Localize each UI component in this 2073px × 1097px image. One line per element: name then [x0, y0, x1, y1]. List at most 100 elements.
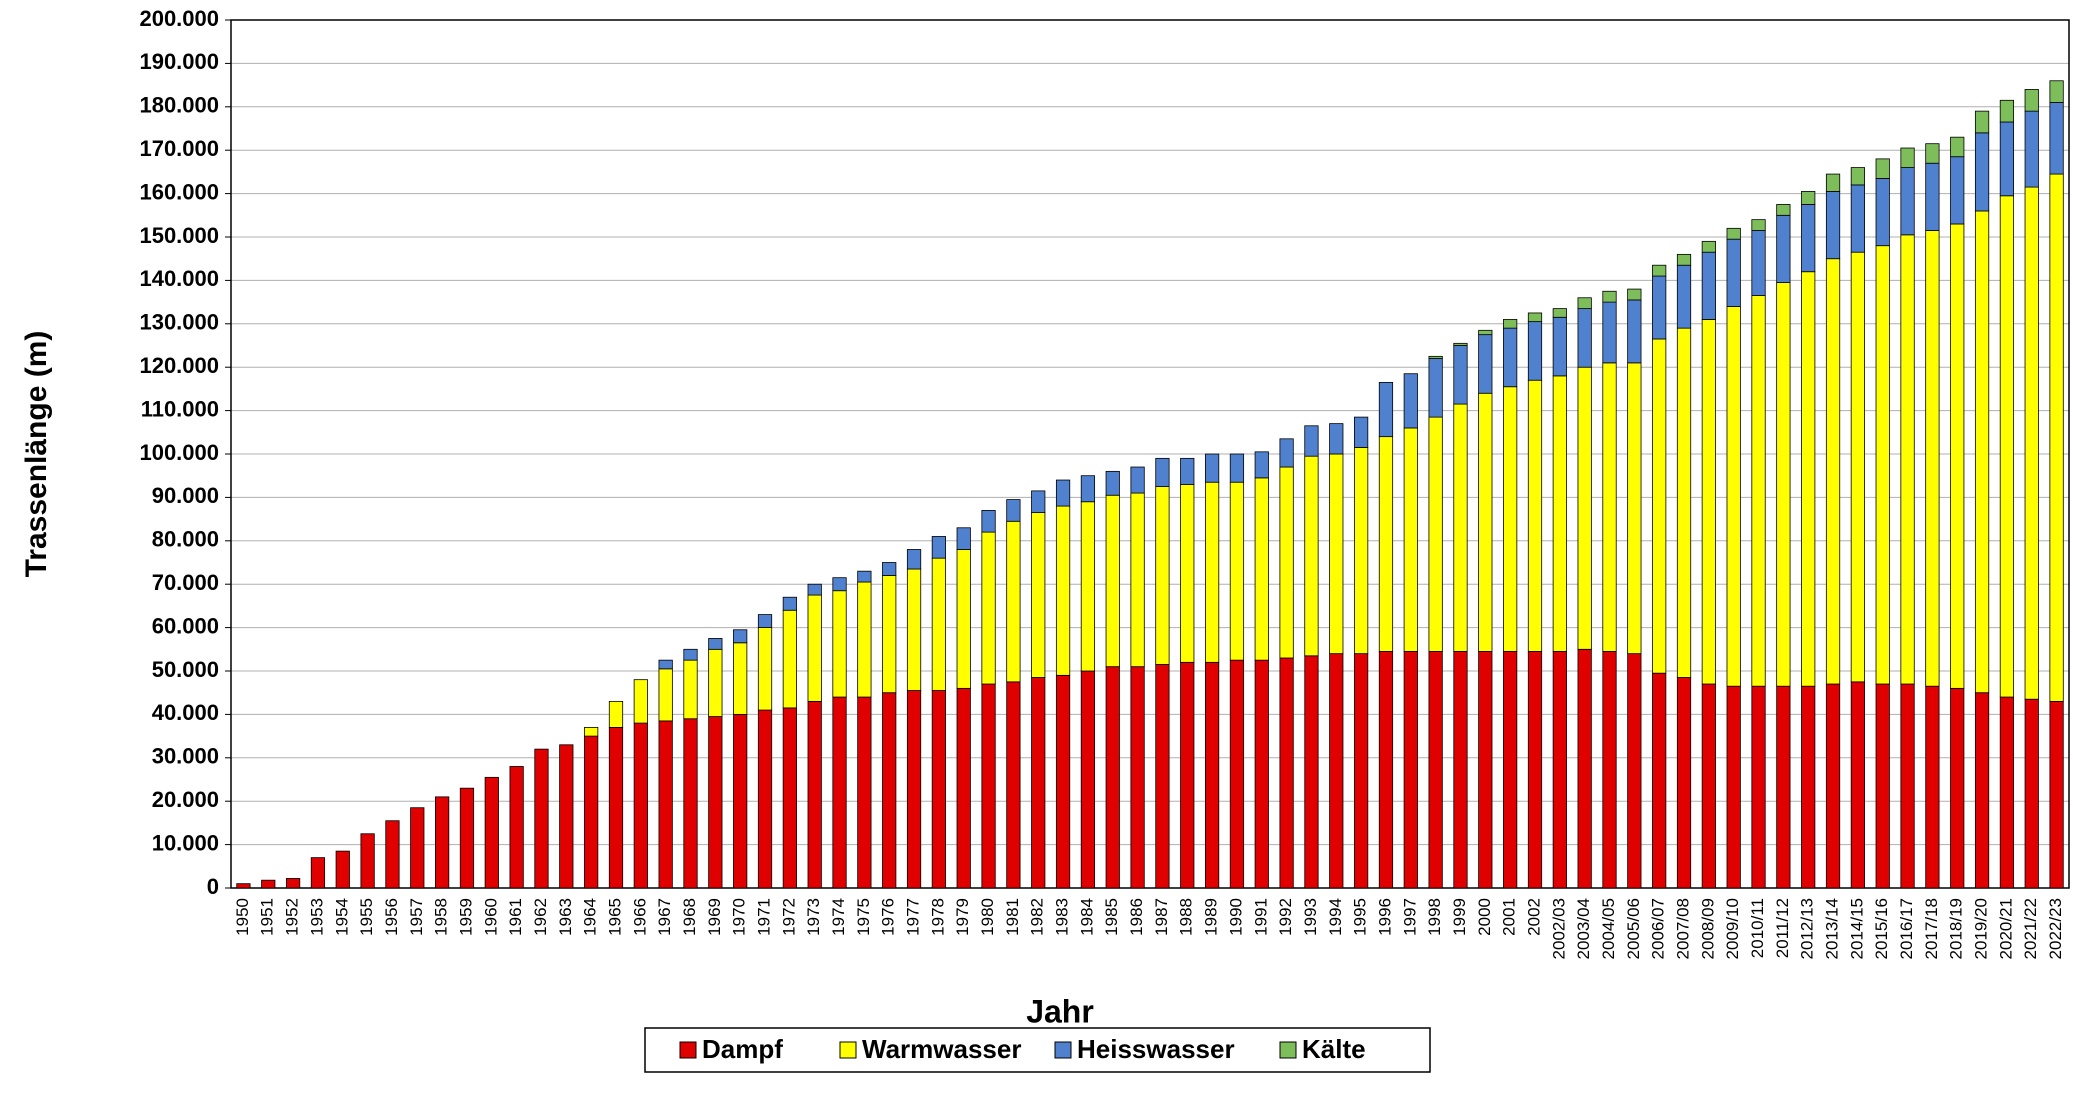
bar-segment	[1204, 453, 1220, 483]
y-tick-label: 200.000	[139, 6, 219, 31]
bar-segment	[782, 609, 797, 709]
y-axis-label: Trassenlänge (m)	[20, 331, 53, 578]
bar-segment	[1974, 110, 1990, 134]
bar-segment	[1055, 505, 1071, 676]
bar-segment	[807, 583, 822, 596]
bar-segment	[1627, 653, 1642, 889]
y-tick-label: 0	[207, 874, 219, 899]
bar-segment	[1925, 162, 1940, 231]
bar-segment	[1304, 425, 1319, 457]
bar-segment	[435, 796, 450, 889]
x-tick-label: 1997	[1400, 898, 1419, 936]
x-tick-label: 1973	[804, 898, 823, 936]
bar-segment	[782, 596, 797, 611]
bar-segment	[1676, 264, 1692, 329]
x-tick-label: 2014/15	[1847, 898, 1866, 959]
bar-segment	[633, 722, 648, 889]
bar-segment	[1999, 99, 2015, 123]
bar-segment	[285, 878, 301, 889]
bar-segment	[1726, 306, 1741, 687]
bar-segment	[1676, 677, 1692, 889]
bar-segment	[1105, 470, 1120, 496]
bar-segment	[782, 707, 797, 889]
bar-segment	[733, 629, 748, 644]
x-tick-label: 2004/05	[1599, 898, 1618, 959]
bar-segment	[1478, 392, 1493, 652]
bar-segment	[658, 720, 673, 889]
x-tick-label: 1951	[258, 898, 277, 936]
y-tick-label: 50.000	[152, 657, 219, 682]
bar-segment	[459, 787, 475, 889]
bar-segment	[335, 850, 350, 889]
bar-segment	[1478, 651, 1493, 889]
bar-segment	[1080, 475, 1096, 503]
x-tick-label: 1975	[854, 898, 873, 936]
bar-segment	[1304, 455, 1319, 657]
bar-segment	[1726, 685, 1741, 889]
bar-segment	[1204, 481, 1220, 663]
bar-segment	[1403, 427, 1418, 652]
x-tick-label: 1984	[1077, 898, 1096, 936]
bar-segment	[1354, 653, 1369, 889]
bar-segment	[906, 690, 922, 889]
bar-segment	[1006, 681, 1021, 889]
bar-segment	[1726, 238, 1741, 307]
bar-segment	[1155, 457, 1170, 487]
legend-box	[644, 1027, 1431, 1073]
bar-segment	[1974, 210, 1990, 694]
bar-segment	[1652, 275, 1667, 340]
bar-segment	[1527, 379, 1543, 652]
bar-segment	[832, 696, 847, 889]
x-tick-label: 1986	[1127, 898, 1146, 936]
bar-segment	[2024, 698, 2039, 889]
x-tick-label: 2016/17	[1897, 898, 1916, 959]
bar-segment	[882, 692, 897, 889]
bar-segment	[1850, 184, 1865, 253]
x-tick-label: 1972	[779, 898, 798, 936]
x-tick-label: 2010/11	[1748, 898, 1767, 958]
bar-segment	[1105, 494, 1120, 668]
bar-segment	[2049, 80, 2064, 103]
bar-segment	[1577, 648, 1592, 889]
bar-segment	[1602, 290, 1617, 303]
y-tick-label: 60.000	[152, 613, 219, 638]
bar-segment	[2049, 173, 2064, 702]
x-tick-label: 1979	[953, 898, 972, 936]
bar-segment	[633, 679, 648, 724]
bar-segment	[1999, 121, 2015, 197]
bar-segment	[1378, 436, 1394, 652]
x-tick-label: 1987	[1152, 898, 1171, 936]
y-tick-label: 110.000	[141, 396, 219, 421]
bar-segment	[1602, 651, 1617, 889]
x-tick-label: 1988	[1177, 898, 1196, 936]
bar-segment	[733, 642, 748, 715]
bar-segment	[1006, 499, 1021, 522]
x-tick-label: 1970	[730, 898, 749, 936]
bar-segment	[1652, 264, 1667, 277]
bar-segment	[956, 549, 971, 689]
bar-segment	[1204, 661, 1220, 889]
bar-segment	[906, 549, 922, 570]
y-tick-label: 150.000	[139, 223, 219, 248]
bar-segment	[1602, 362, 1617, 652]
x-tick-label: 2002	[1524, 898, 1543, 936]
x-tick-label: 1995	[1351, 898, 1370, 936]
bar-segment	[1453, 345, 1468, 405]
x-tick-label: 2021/22	[2021, 898, 2040, 959]
bar-segment	[1825, 173, 1841, 192]
bar-segment	[1850, 167, 1865, 186]
bar-segment	[1950, 136, 1965, 158]
x-tick-label: 1996	[1375, 898, 1394, 936]
bar-segment	[1776, 685, 1791, 889]
x-tick-label: 2020/21	[1996, 898, 2015, 959]
bar-segment	[1652, 672, 1667, 889]
legend-label: Heisswasser	[1077, 1034, 1235, 1064]
bar-segment	[981, 683, 996, 889]
bar-segment	[1055, 479, 1071, 507]
bar-segment	[1453, 403, 1468, 652]
bar-segment	[1801, 271, 1816, 687]
x-tick-label: 2022/23	[2046, 898, 2065, 959]
legend-label: Dampf	[702, 1034, 783, 1064]
bar-segment	[882, 562, 897, 576]
